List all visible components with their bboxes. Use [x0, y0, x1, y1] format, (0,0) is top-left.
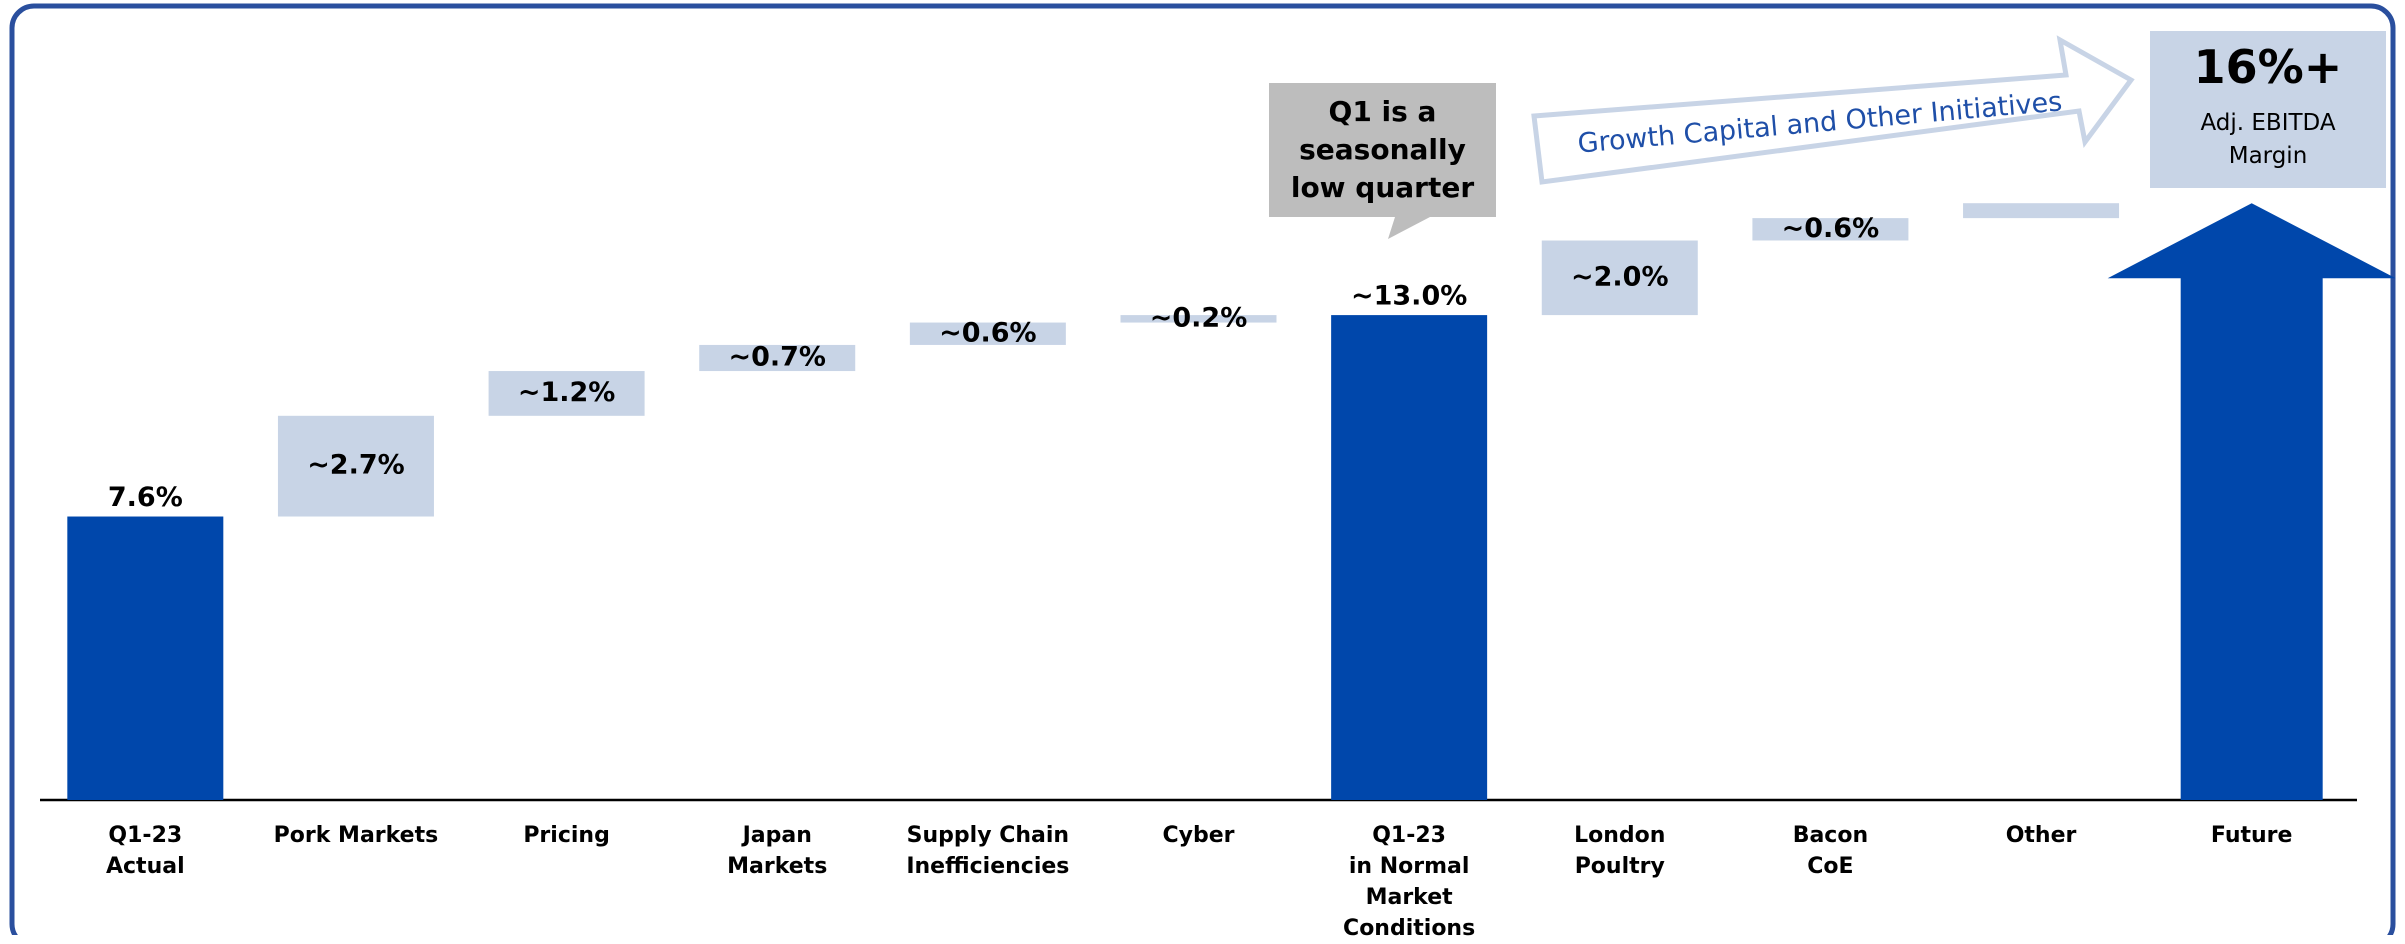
value-label: ~0.7% — [728, 341, 826, 372]
frame — [9, 3, 2396, 935]
bar — [1963, 203, 2120, 219]
value-label: ~0.2% — [1150, 302, 1248, 333]
value-label: ~13.0% — [1351, 281, 1467, 312]
value-label: ~1.2% — [518, 377, 616, 408]
bar — [699, 344, 856, 372]
bar — [1541, 240, 1698, 316]
bar — [67, 516, 224, 800]
bar — [488, 371, 645, 416]
x-tick-label: London Poultry — [1574, 823, 1666, 879]
x-tick-label: Cyber — [1162, 823, 1235, 848]
x-tick-label: Pork Markets — [273, 823, 439, 848]
target-box — [2150, 31, 2386, 188]
value-label: ~0.6% — [939, 317, 1037, 348]
value-label: ~0.6% — [1782, 213, 1880, 244]
x-tick-label: Bacon CoE — [1792, 823, 1869, 879]
future-arrow — [2107, 203, 2396, 800]
x-tick-label: Pricing — [523, 823, 610, 848]
x-tick-label: Supply Chain Inefficiencies — [906, 823, 1070, 879]
growth-arrow — [1531, 35, 2135, 185]
x-tick-label: Other — [2005, 823, 2077, 848]
target-text: Adj. EBITDA Margin — [2200, 110, 2336, 169]
callout-bubble — [1269, 83, 1496, 239]
x-tick-label: Q1-23 in Normal Market Conditions — [1343, 823, 1476, 941]
x-tick-label: Q1-23 Actual — [105, 823, 185, 879]
value-label: ~2.7% — [307, 450, 405, 481]
x-tick-label: Future — [2210, 823, 2293, 848]
bar — [1331, 315, 1488, 800]
value-label: 7.6% — [108, 482, 183, 513]
value-label: ~2.0% — [1571, 261, 1669, 292]
bar — [1120, 315, 1277, 323]
bar — [277, 415, 434, 517]
x-tick-label: Japan Markets — [727, 823, 828, 879]
bar — [909, 322, 1066, 345]
callout-text: Q1 is a seasonally low quarter — [1290, 95, 1475, 204]
bar — [1752, 218, 1909, 241]
target-value: 16%+ — [2193, 40, 2343, 94]
